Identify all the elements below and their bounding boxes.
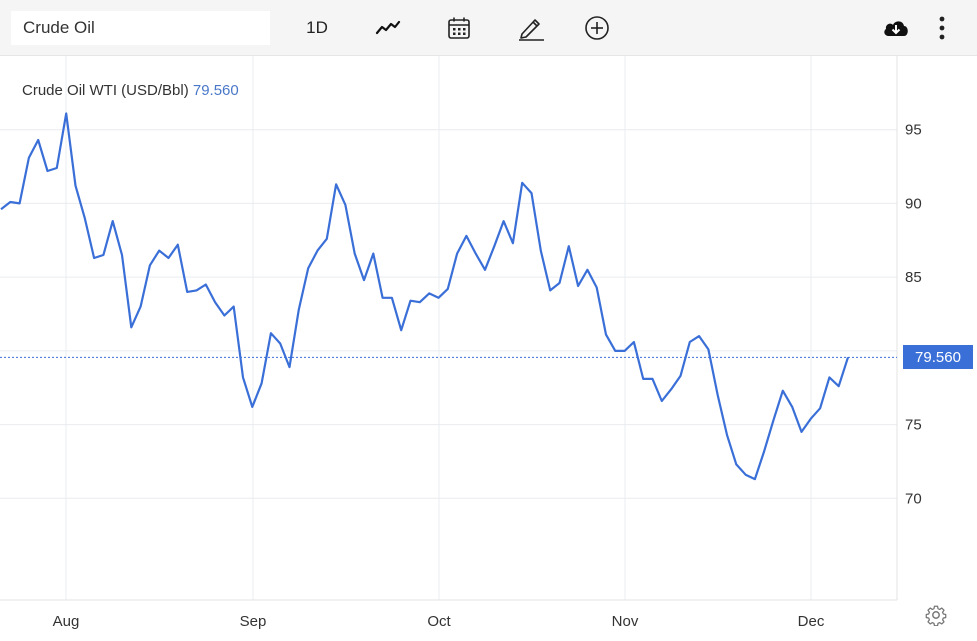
toolbar: 1D	[0, 0, 977, 56]
legend-value: 79.560	[192, 82, 239, 99]
x-axis: Aug Sep Oct Nov Dec	[53, 613, 825, 630]
y-axis: 707580859095	[905, 122, 922, 508]
y-tick-label: 75	[905, 417, 922, 434]
y-tick-label: 90	[905, 195, 922, 212]
cloud-download-icon[interactable]	[876, 8, 916, 48]
x-tick-label: Dec	[798, 613, 825, 630]
pencil-icon[interactable]	[511, 8, 551, 48]
x-tick-label: Nov	[612, 613, 639, 630]
grid-lines	[0, 56, 898, 601]
current-price-tag: 79.560	[903, 345, 973, 370]
add-circle-icon[interactable]	[577, 8, 617, 48]
gear-icon[interactable]	[925, 604, 947, 631]
line-chart-icon[interactable]	[368, 8, 408, 48]
period-button[interactable]: 1D	[306, 18, 328, 37]
x-tick-label: Sep	[240, 613, 267, 630]
series-line	[0, 112, 850, 481]
x-tick-label: Aug	[53, 613, 80, 630]
legend-name: Crude Oil WTI (USD/Bbl)	[22, 82, 189, 99]
x-tick-label: Oct	[427, 613, 451, 630]
chart-legend: Crude Oil WTI (USD/Bbl) 79.560	[22, 82, 239, 99]
more-vertical-icon[interactable]	[922, 8, 962, 48]
series-group	[0, 112, 850, 481]
y-tick-label: 85	[905, 269, 922, 286]
search-input[interactable]	[11, 11, 270, 45]
y-tick-label: 95	[905, 122, 922, 139]
y-tick-label: 70	[905, 490, 922, 507]
calendar-icon[interactable]	[439, 8, 479, 48]
